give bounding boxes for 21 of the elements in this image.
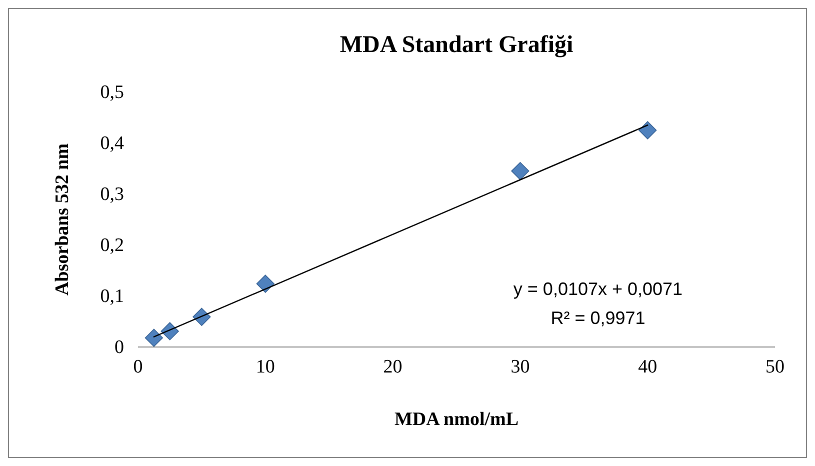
y-tick-label: 0,5 <box>100 82 124 104</box>
annotation: R² = 0,9971 <box>550 308 646 328</box>
point <box>256 274 274 293</box>
x-tick-label: 30 <box>510 356 530 378</box>
y-tick-label: 0 <box>114 337 124 358</box>
point <box>511 162 530 180</box>
x-axis-title: MDA nmol/mL <box>394 409 519 430</box>
y-tick-label: 0,2 <box>100 235 124 256</box>
y-tick-label: 0,4 <box>100 133 124 154</box>
point <box>144 328 163 347</box>
x-tick-label: 40 <box>638 356 658 378</box>
point <box>638 121 657 140</box>
x-tick-label: 0 <box>133 356 143 378</box>
x-tick-label: 50 <box>766 356 784 378</box>
x-tick-label: 10 <box>256 356 275 378</box>
chart-title: MDA Standart Grafiği <box>340 32 574 58</box>
x-tick-label: 20 <box>383 356 402 378</box>
y-tick-label: 0,3 <box>100 184 124 206</box>
y-tick-label: 0,1 <box>100 286 124 308</box>
annotation: y = 0,0107x + 0,0071 <box>513 279 683 299</box>
y-axis-title: Absorbans 532 nm <box>52 143 73 296</box>
